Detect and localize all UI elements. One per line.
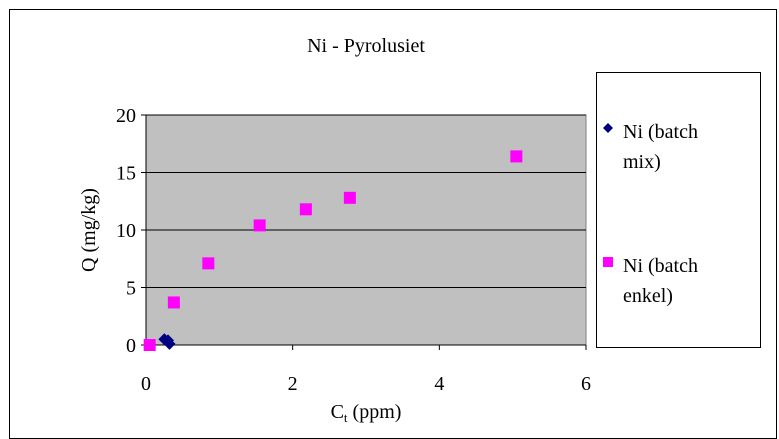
y-tick-label: 20	[116, 105, 136, 127]
data-point-diamond	[163, 337, 176, 350]
y-tick-label: 10	[116, 220, 136, 242]
y-axis-label: Q (mg/kg)	[78, 188, 100, 272]
y-tick-label: 15	[116, 163, 136, 185]
legend-label-line: enkel)	[623, 285, 673, 307]
data-point-square	[510, 150, 523, 163]
x-axis-label-unit: (ppm)	[348, 401, 402, 423]
x-axis-label-subscript: t	[344, 410, 348, 425]
y-tick-label: 0	[126, 335, 136, 357]
x-axis-label: Ct (ppm)	[331, 401, 402, 425]
y-tick-label: 5	[126, 278, 136, 300]
axes	[141, 114, 587, 350]
x-tick-label: 2	[288, 373, 298, 395]
legend-label-line: Ni (batch	[623, 121, 698, 143]
x-tick-labels: 0 2 4 6	[141, 373, 591, 395]
data-point-square	[143, 339, 156, 351]
chart-title: Ni - Pyrolusiet	[307, 35, 425, 57]
legend-label-line: Ni (batch	[623, 255, 698, 277]
x-tick-label: 0	[141, 373, 151, 395]
legend-label-line: mix)	[623, 151, 661, 173]
diamond-marker-icon	[603, 123, 613, 133]
gridlines	[146, 114, 586, 288]
data-point-square	[202, 257, 215, 270]
data-point-square	[253, 219, 266, 232]
data-point-square	[343, 191, 356, 204]
x-axis-label-main: C	[331, 401, 344, 423]
legend: Ni (batch mix) Ni (batch enkel)	[596, 72, 761, 348]
square-marker-icon	[603, 257, 613, 267]
data-point-square	[299, 203, 312, 216]
x-tick-label: 6	[581, 373, 591, 395]
data-points	[143, 150, 523, 351]
x-tick-label: 4	[434, 373, 444, 395]
y-tick-labels: 0 5 10 15 20	[116, 105, 136, 357]
data-point-square	[167, 296, 180, 309]
